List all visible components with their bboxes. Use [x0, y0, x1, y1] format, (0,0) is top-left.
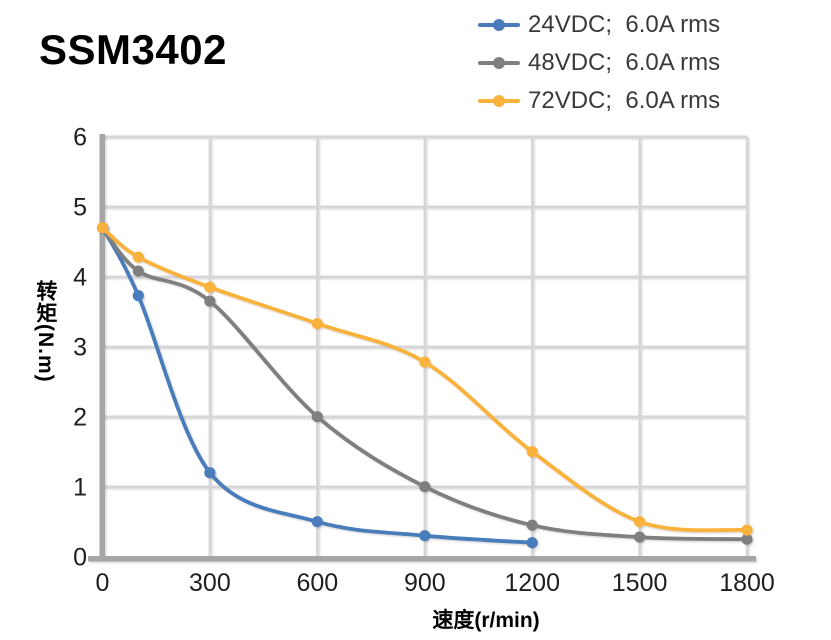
data-point — [634, 516, 646, 528]
legend-item-2: 48VDC; 6.0A rms — [478, 44, 720, 82]
x-tick-label: 1500 — [612, 569, 668, 597]
axes — [88, 134, 756, 562]
y-tick-label: 6 — [73, 124, 87, 152]
y-tick-label: 1 — [73, 474, 87, 502]
y-tick-label: 5 — [73, 194, 87, 222]
series-1 — [96, 222, 538, 549]
x-tick-labels: 0 300 600 900 1200 1500 1800 — [96, 569, 775, 597]
x-tick-label: 0 — [96, 569, 110, 597]
data-point — [419, 530, 431, 542]
data-point — [132, 290, 144, 302]
data-point — [526, 519, 538, 531]
legend-item-1: 24VDC; 6.0A rms — [478, 6, 720, 44]
data-point — [741, 524, 753, 536]
data-point — [526, 537, 538, 549]
legend-label: 24VDC; 6.0A rms — [528, 11, 721, 38]
data-point — [741, 533, 753, 545]
y-axis-title: 转矩(N.m) — [34, 280, 57, 383]
data-point — [204, 467, 216, 479]
x-axis-title: 速度(r/min) — [432, 609, 540, 632]
data-point — [311, 516, 323, 528]
x-tick-label: 900 — [404, 569, 446, 597]
data-point — [132, 265, 144, 277]
page-title: SSM3402 — [39, 26, 227, 73]
data-point — [204, 281, 216, 293]
y-axis-line — [99, 134, 105, 558]
series-line — [100, 225, 749, 542]
series-3 — [96, 222, 753, 536]
legend-label: 72VDC; 6.0A rms — [528, 87, 721, 114]
legend-line-marker-icon — [478, 57, 520, 69]
x-axis-line — [88, 556, 756, 562]
gridlines — [102, 135, 749, 557]
y-tick-label: 0 — [73, 544, 87, 572]
legend-label: 48VDC; 6.0A rms — [528, 49, 721, 76]
legend-line-marker-icon — [478, 95, 520, 107]
data-point — [96, 222, 109, 234]
x-tick-label: 300 — [189, 569, 231, 597]
data-point — [419, 481, 431, 493]
y-tick-label: 2 — [73, 404, 87, 432]
data-point — [419, 356, 431, 368]
data-point — [311, 411, 323, 423]
y-tick-label: 3 — [73, 334, 87, 362]
data-point — [526, 446, 538, 458]
x-tick-label: 600 — [296, 569, 338, 597]
y-tick-labels: 0 1 2 3 4 5 6 — [73, 124, 87, 572]
data-point — [634, 531, 646, 543]
legend-item-3: 72VDC; 6.0A rms — [478, 82, 720, 120]
legend-line-marker-icon — [478, 19, 520, 31]
x-tick-label: 1800 — [719, 569, 775, 597]
series-line — [100, 225, 749, 533]
legend: 24VDC; 6.0A rms 48VDC; 6.0A rms 72VDC; 6.0… — [478, 6, 720, 120]
data-point — [311, 318, 323, 330]
data-point — [132, 251, 144, 263]
series-2 — [96, 222, 753, 545]
x-tick-label: 1200 — [504, 569, 560, 597]
y-tick-label: 4 — [73, 264, 87, 292]
data-point — [204, 295, 216, 307]
